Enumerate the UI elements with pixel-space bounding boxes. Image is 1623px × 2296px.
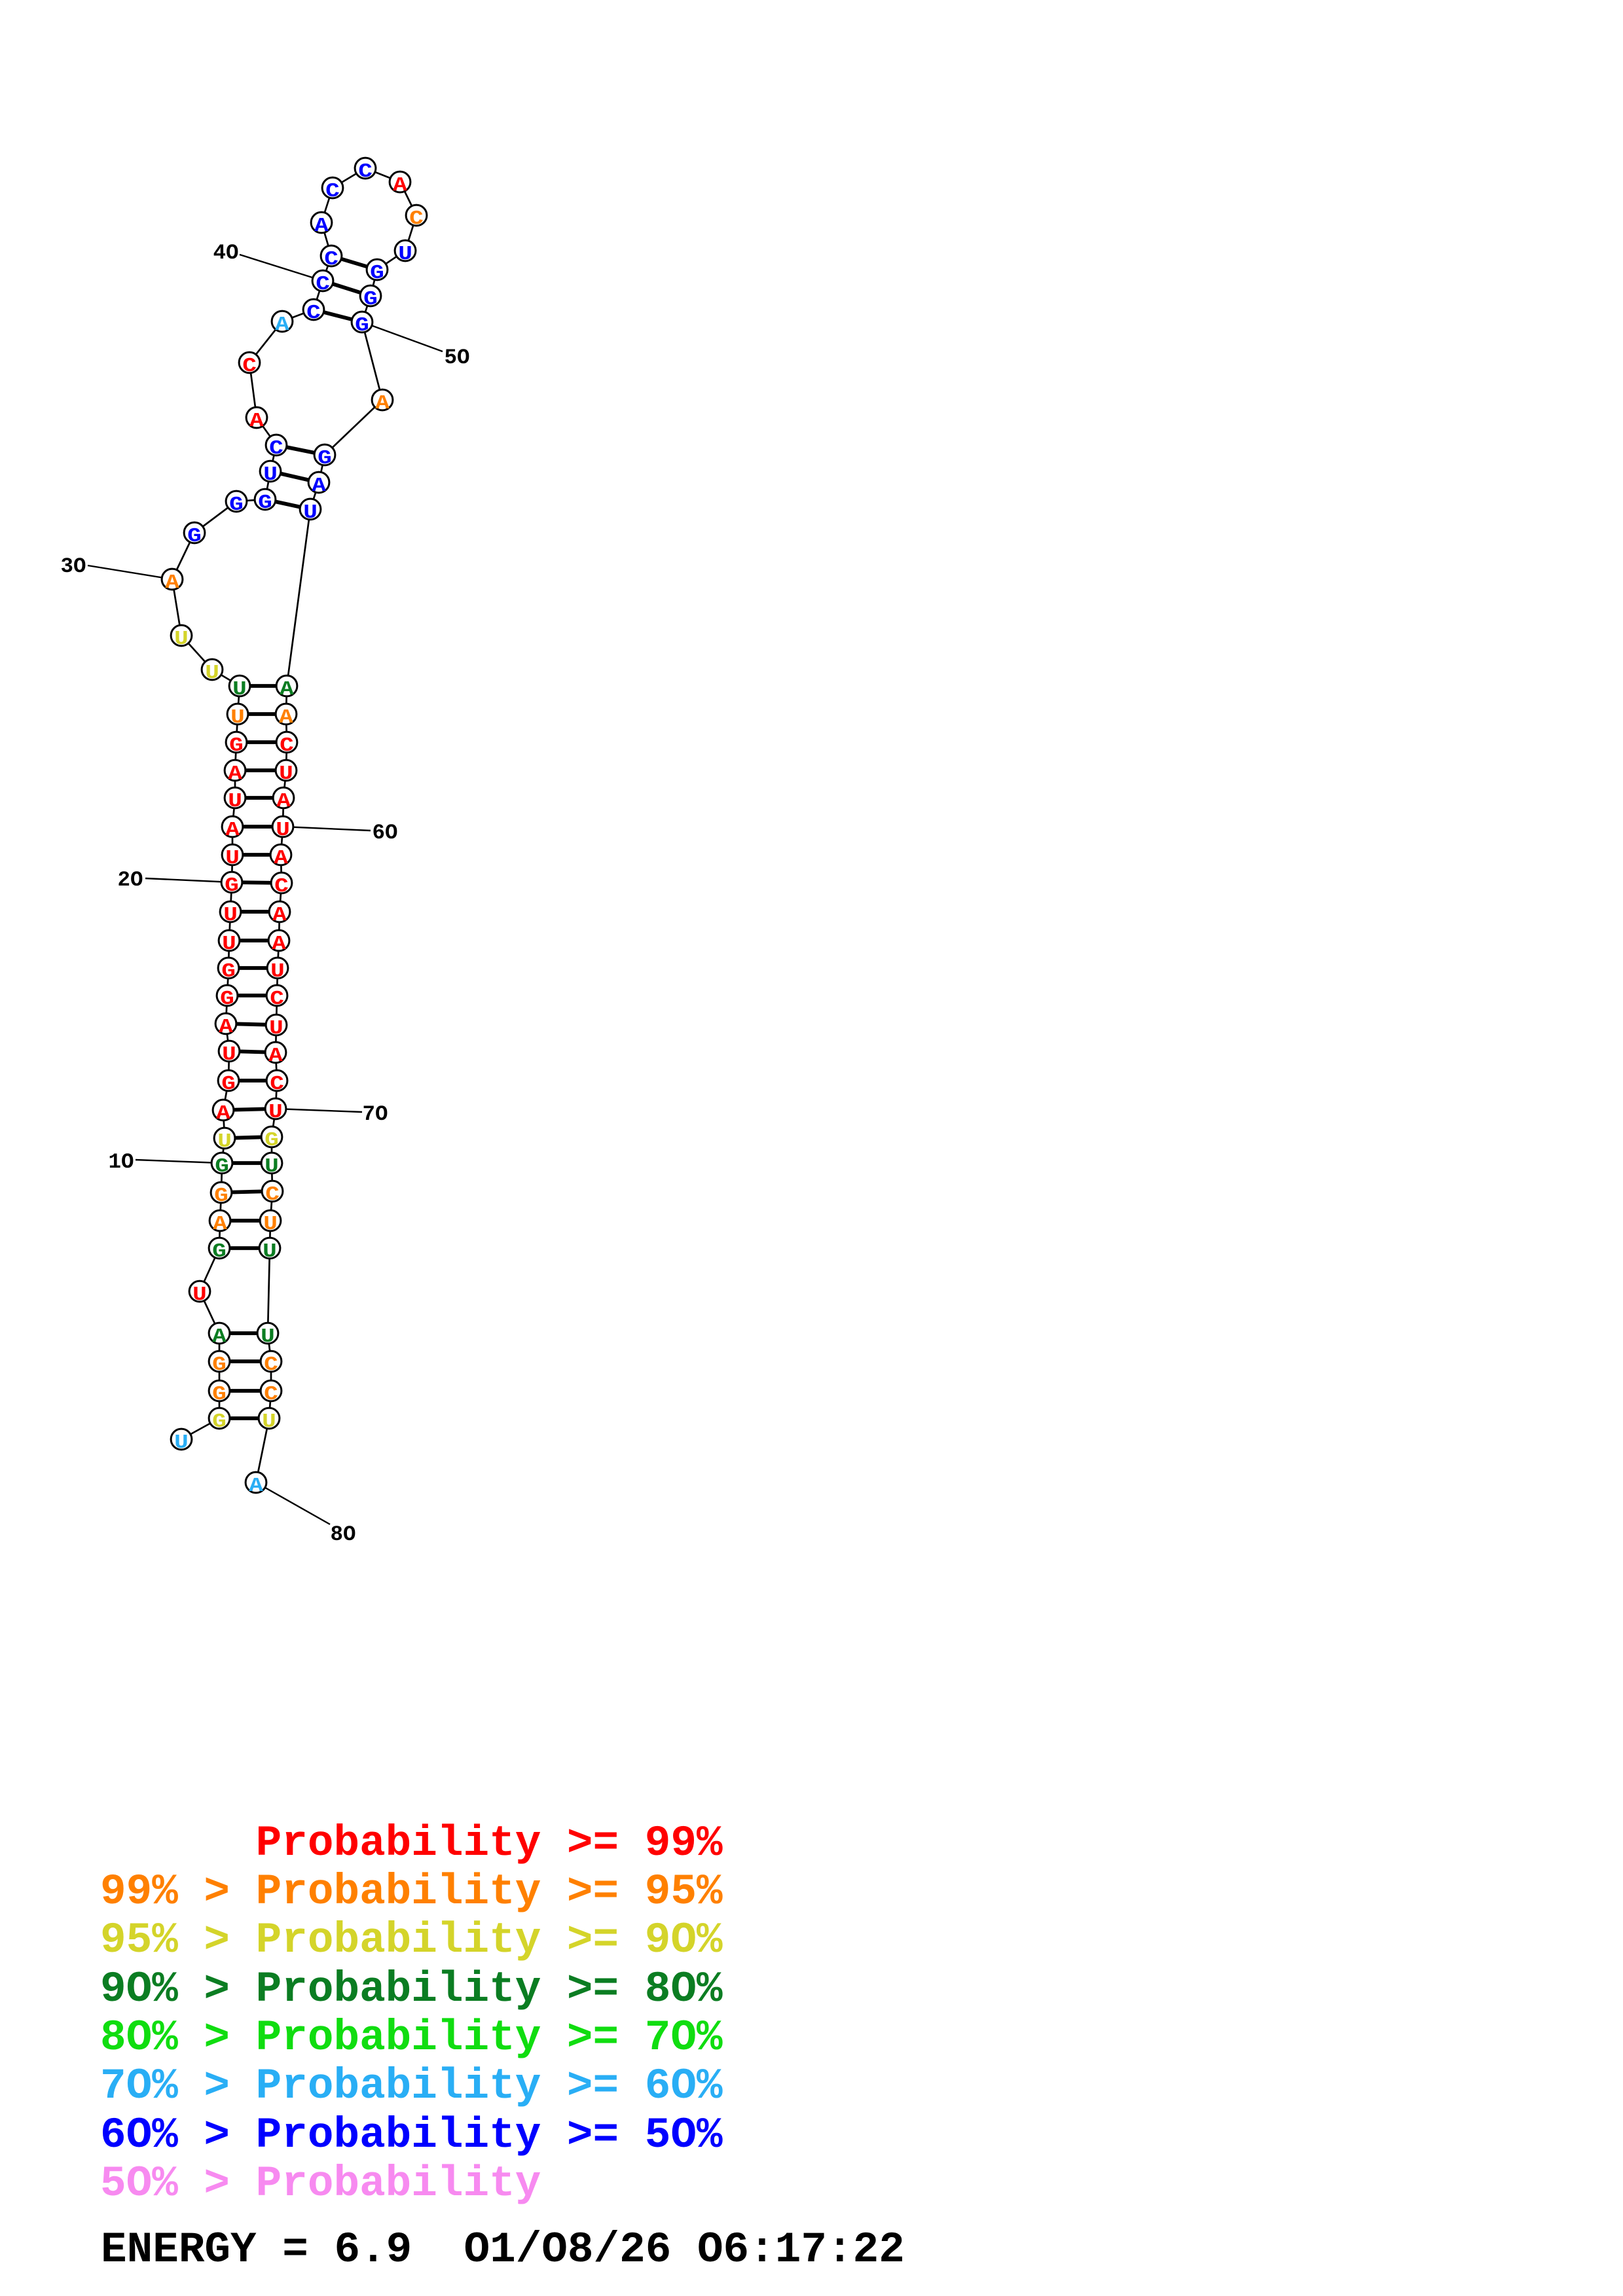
svg-text:A: A <box>272 904 287 927</box>
svg-text:C: C <box>358 160 373 183</box>
svg-text:95% > Probability >= 9O%: 95% > Probability >= 9O% <box>100 1916 723 1965</box>
svg-text:G: G <box>220 988 234 1011</box>
svg-text:C: C <box>280 734 294 757</box>
svg-text:U: U <box>276 819 290 842</box>
svg-text:U: U <box>174 1431 189 1454</box>
svg-text:A: A <box>274 847 289 870</box>
svg-text:G: G <box>355 314 369 337</box>
svg-text:A: A <box>249 1475 264 1498</box>
svg-text:A: A <box>280 678 295 701</box>
svg-text:G: G <box>258 492 272 514</box>
svg-text:5O% > Probability: 5O% > Probability <box>100 2159 541 2208</box>
svg-text:C: C <box>264 1354 278 1376</box>
svg-text:C: C <box>265 1183 280 1206</box>
svg-text:A: A <box>314 215 329 238</box>
svg-text:U: U <box>262 1410 276 1433</box>
svg-text:U: U <box>230 706 245 729</box>
svg-text:G: G <box>212 1240 227 1263</box>
svg-text:U: U <box>228 790 242 813</box>
svg-text:U: U <box>263 1213 278 1236</box>
svg-text:A: A <box>219 1016 234 1039</box>
svg-text:G: G <box>187 525 202 548</box>
svg-text:A: A <box>272 933 287 956</box>
svg-text:U: U <box>263 1240 277 1263</box>
svg-text:U: U <box>225 847 240 870</box>
svg-text:8O% > Probability >= 7O%: 8O% > Probability >= 7O% <box>100 2013 723 2062</box>
svg-text:U: U <box>279 762 293 785</box>
svg-text:99% > Probability >= 95%: 99% > Probability >= 95% <box>100 1867 723 1916</box>
svg-text:A: A <box>375 392 390 415</box>
svg-text:C: C <box>316 273 330 296</box>
svg-text:Probability >= 99%: Probability >= 99% <box>100 1819 723 1868</box>
svg-text:C: C <box>409 207 424 230</box>
svg-text:U: U <box>192 1283 207 1306</box>
svg-text:C: C <box>274 875 289 898</box>
svg-text:G: G <box>229 734 244 757</box>
svg-text:G: G <box>212 1383 227 1406</box>
svg-text:U: U <box>174 628 189 651</box>
svg-text:G: G <box>215 1155 229 1178</box>
svg-text:2O: 2O <box>117 868 143 892</box>
svg-text:C: C <box>306 302 321 325</box>
svg-text:U: U <box>261 1325 275 1348</box>
svg-text:U: U <box>217 1130 232 1153</box>
svg-text:A: A <box>276 790 291 813</box>
svg-text:G: G <box>214 1185 228 1208</box>
svg-text:G: G <box>264 1129 279 1152</box>
svg-text:G: G <box>363 288 378 311</box>
svg-text:U: U <box>268 1101 283 1124</box>
svg-text:A: A <box>393 174 408 197</box>
svg-text:A: A <box>165 571 180 594</box>
svg-text:C: C <box>324 248 338 271</box>
svg-text:A: A <box>312 475 327 497</box>
svg-text:G: G <box>212 1410 227 1433</box>
svg-text:8O: 8O <box>330 1522 356 1547</box>
svg-text:C: C <box>270 988 284 1011</box>
svg-text:9O% > Probability >= 8O%: 9O% > Probability >= 8O% <box>100 1965 723 2014</box>
svg-text:C: C <box>242 355 257 378</box>
svg-text:A: A <box>216 1102 231 1125</box>
svg-text:U: U <box>264 1155 279 1178</box>
svg-text:G: G <box>229 493 244 516</box>
svg-text:C: C <box>270 1073 284 1096</box>
svg-text:U: U <box>270 960 285 983</box>
svg-text:G: G <box>225 874 239 897</box>
svg-text:G: G <box>221 1073 236 1096</box>
svg-text:G: G <box>221 960 236 983</box>
svg-text:U: U <box>222 1043 236 1066</box>
svg-text:3O: 3O <box>60 554 86 579</box>
svg-text:5O: 5O <box>444 346 469 370</box>
svg-text:6O% > Probability >= 5O%: 6O% > Probability >= 5O% <box>100 2111 723 2160</box>
svg-text:4O: 4O <box>213 241 238 265</box>
svg-text:A: A <box>225 819 240 842</box>
svg-text:C: C <box>325 180 340 203</box>
svg-text:U: U <box>222 933 236 956</box>
svg-text:U: U <box>223 904 238 927</box>
svg-text:A: A <box>213 1213 228 1236</box>
svg-text:1O: 1O <box>108 1150 134 1174</box>
svg-text:A: A <box>279 706 294 729</box>
svg-text:U: U <box>398 243 412 266</box>
svg-text:U: U <box>269 1017 283 1040</box>
svg-text:U: U <box>205 662 219 685</box>
svg-text:A: A <box>268 1045 283 1067</box>
svg-text:C: C <box>269 437 283 460</box>
svg-text:ENERGY = 6.9 O1/O8/26 O6:17:2: ENERGY = 6.9 O1/O8/26 O6:17:22 <box>101 2225 905 2274</box>
svg-text:7O: 7O <box>362 1102 388 1126</box>
svg-text:A: A <box>249 410 264 433</box>
svg-text:6O: 6O <box>372 821 397 845</box>
svg-text:U: U <box>263 463 278 486</box>
svg-text:A: A <box>228 762 243 785</box>
svg-text:G: G <box>370 262 384 285</box>
svg-text:U: U <box>232 678 247 701</box>
svg-text:A: A <box>212 1325 227 1348</box>
svg-text:7O% > Probability >= 6O%: 7O% > Probability >= 6O% <box>100 2062 723 2111</box>
svg-text:U: U <box>303 501 318 524</box>
svg-text:C: C <box>264 1383 278 1406</box>
svg-text:A: A <box>275 314 290 336</box>
svg-text:G: G <box>212 1354 227 1376</box>
svg-text:G: G <box>318 447 332 470</box>
